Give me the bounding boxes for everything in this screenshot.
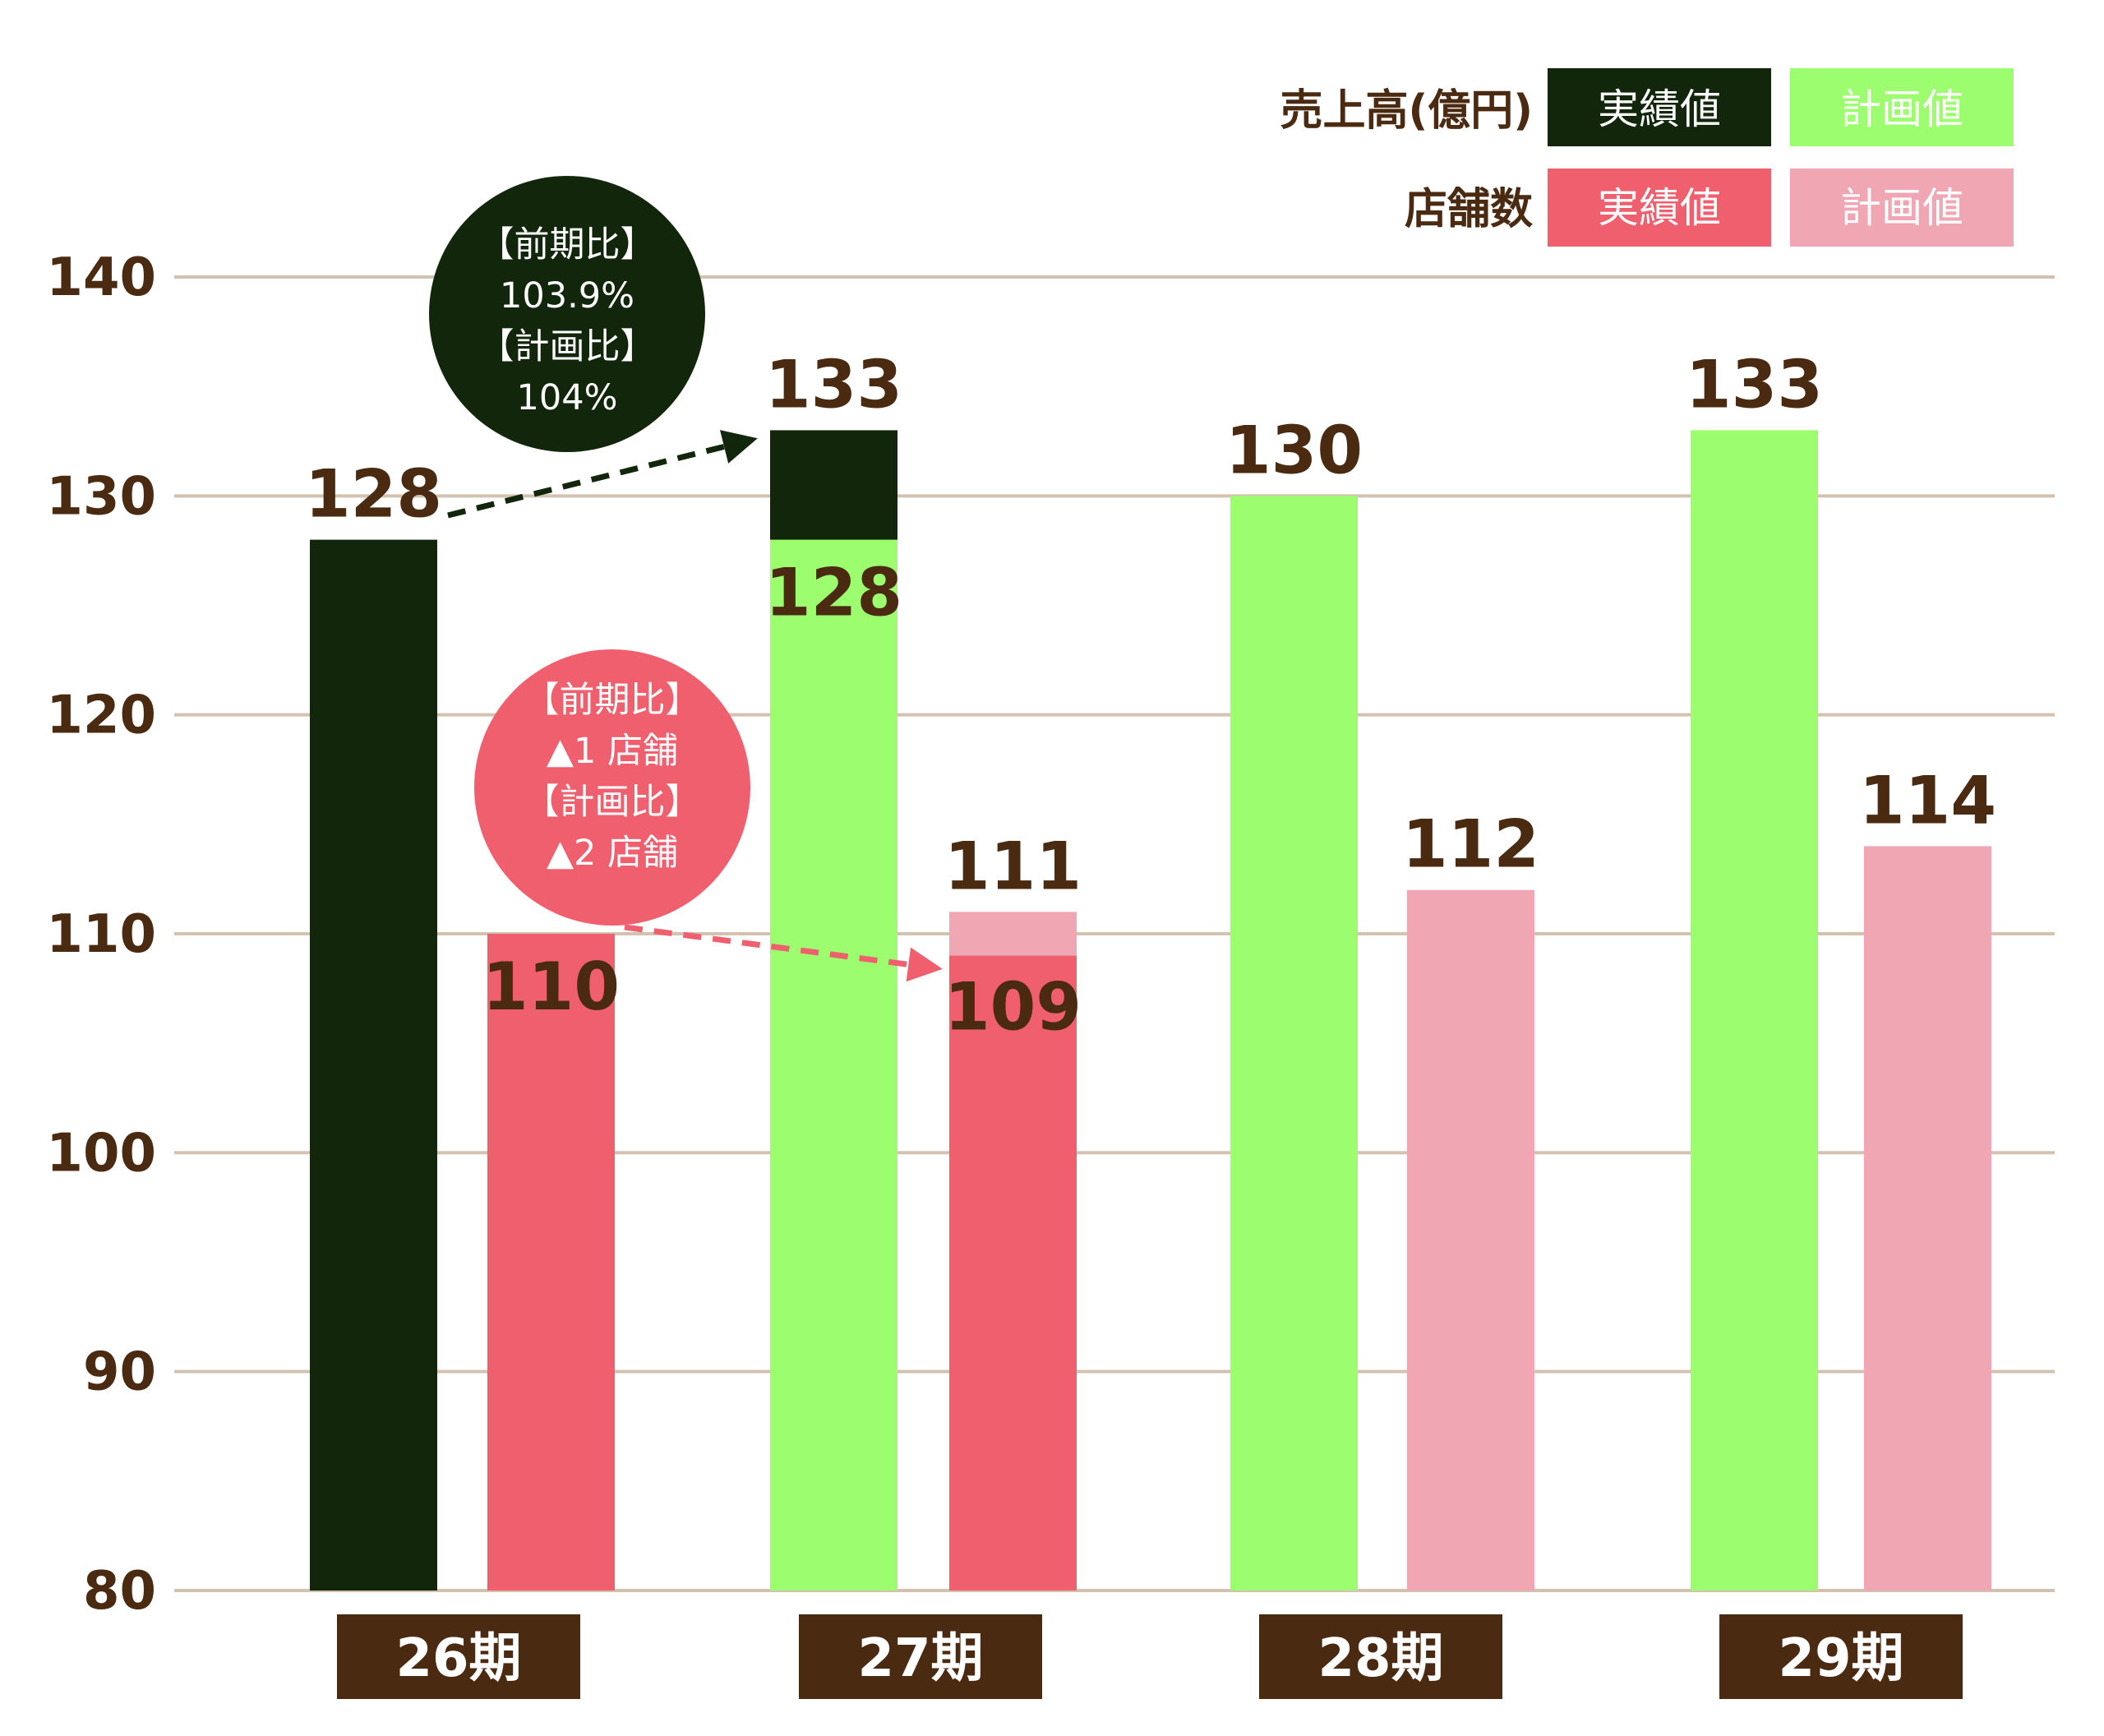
category-label: 28期 — [1317, 1628, 1443, 1689]
y-tick-label: 120 — [46, 686, 156, 746]
stores-annotation-arrow — [624, 924, 943, 982]
stores-actual-bar — [487, 934, 615, 1591]
stores-plan-value-label: 112 — [1402, 806, 1539, 883]
category-box — [799, 1614, 1042, 1699]
category-box — [337, 1614, 580, 1699]
sales-annotation-line-1: 【前期比】 — [479, 224, 656, 265]
legend-sales-title: 売上高(億円) — [1280, 86, 1533, 136]
x-axis-categories: 26期 27期 28期 29期 — [337, 1614, 1963, 1699]
legend-stores-title: 店舗数 — [1405, 185, 1533, 234]
legend-sales-actual-swatch — [1548, 68, 1771, 146]
sales-annotation-line-2: 103.9% — [500, 275, 634, 316]
sales-plan-value-label: 133 — [1686, 346, 1823, 422]
category-box — [1259, 1614, 1502, 1699]
stores-plan-bar — [1864, 846, 1991, 1591]
stores-plan-bar — [1407, 889, 1534, 1591]
sales-annotation-line-4: 104% — [517, 377, 618, 418]
y-tick-label: 130 — [46, 466, 156, 527]
sales-annotation: 【前期比】 103.9% 【計画比】 104% — [429, 176, 758, 519]
category-label: 29期 — [1778, 1628, 1903, 1689]
sales-plan-bar — [1230, 496, 1358, 1591]
sales-annotation-line-3: 【計画比】 — [479, 326, 656, 367]
stores-annotation-line-3: 【計画比】 — [524, 782, 701, 823]
stores-actual-bar — [949, 955, 1077, 1591]
y-tick-label: 80 — [83, 1561, 156, 1622]
y-tick-label: 90 — [83, 1342, 156, 1403]
sales-plan-value-label: 133 — [765, 346, 902, 422]
stores-plan-value-label: 111 — [944, 828, 1082, 904]
legend: 売上高(億円) 実績値 計画値 店舗数 実績値 計画値 — [1280, 68, 2014, 247]
stores-annotation-line-1: 【前期比】 — [524, 680, 701, 721]
legend-sales-plan-swatch — [1790, 68, 2014, 146]
y-axis-ticks: 80 90 100 110 120 130 140 — [46, 247, 156, 1622]
stores-annotation-line-2: ▲1 店舗 — [547, 731, 678, 772]
stores-plan-value-label: 114 — [1859, 762, 1996, 838]
sales-actual-value-label: 128 — [305, 456, 442, 533]
y-tick-label: 140 — [46, 247, 156, 308]
value-labels: 128 110 133 128 111 109 130 112 133 114 — [305, 346, 1996, 1045]
category-label: 26期 — [395, 1628, 521, 1689]
y-tick-label: 110 — [46, 904, 156, 965]
sales-actual-value-label: 128 — [765, 555, 902, 631]
legend-sales-actual-label: 実績値 — [1598, 85, 1721, 133]
legend-stores-actual-swatch — [1548, 169, 1771, 247]
legend-stores-actual-label: 実績値 — [1598, 184, 1721, 232]
sales-plan-bar — [1691, 430, 1818, 1591]
sales-actual-bar — [770, 539, 897, 1591]
sales-actual-bar — [310, 539, 437, 1591]
bars — [310, 430, 1991, 1591]
stores-annotation: 【前期比】 ▲1 店舗 【計画比】 ▲2 店舗 — [474, 649, 943, 982]
sales-plan-value-label: 130 — [1225, 412, 1363, 488]
y-tick-label: 100 — [46, 1123, 156, 1184]
sales-annotation-arrow — [447, 430, 758, 519]
stores-actual-value-label: 110 — [482, 949, 620, 1025]
legend-sales-plan-label: 計画値 — [1840, 85, 1963, 133]
stores-annotation-bubble — [474, 649, 750, 926]
sales-annotation-bubble — [429, 176, 705, 452]
legend-stores-plan-label: 計画値 — [1840, 184, 1963, 232]
category-label: 27期 — [857, 1628, 983, 1689]
category-box — [1719, 1614, 1963, 1699]
stores-annotation-line-4: ▲2 店舗 — [547, 833, 678, 874]
stores-actual-value-label: 109 — [944, 969, 1082, 1046]
legend-stores-plan-swatch — [1790, 169, 2014, 247]
